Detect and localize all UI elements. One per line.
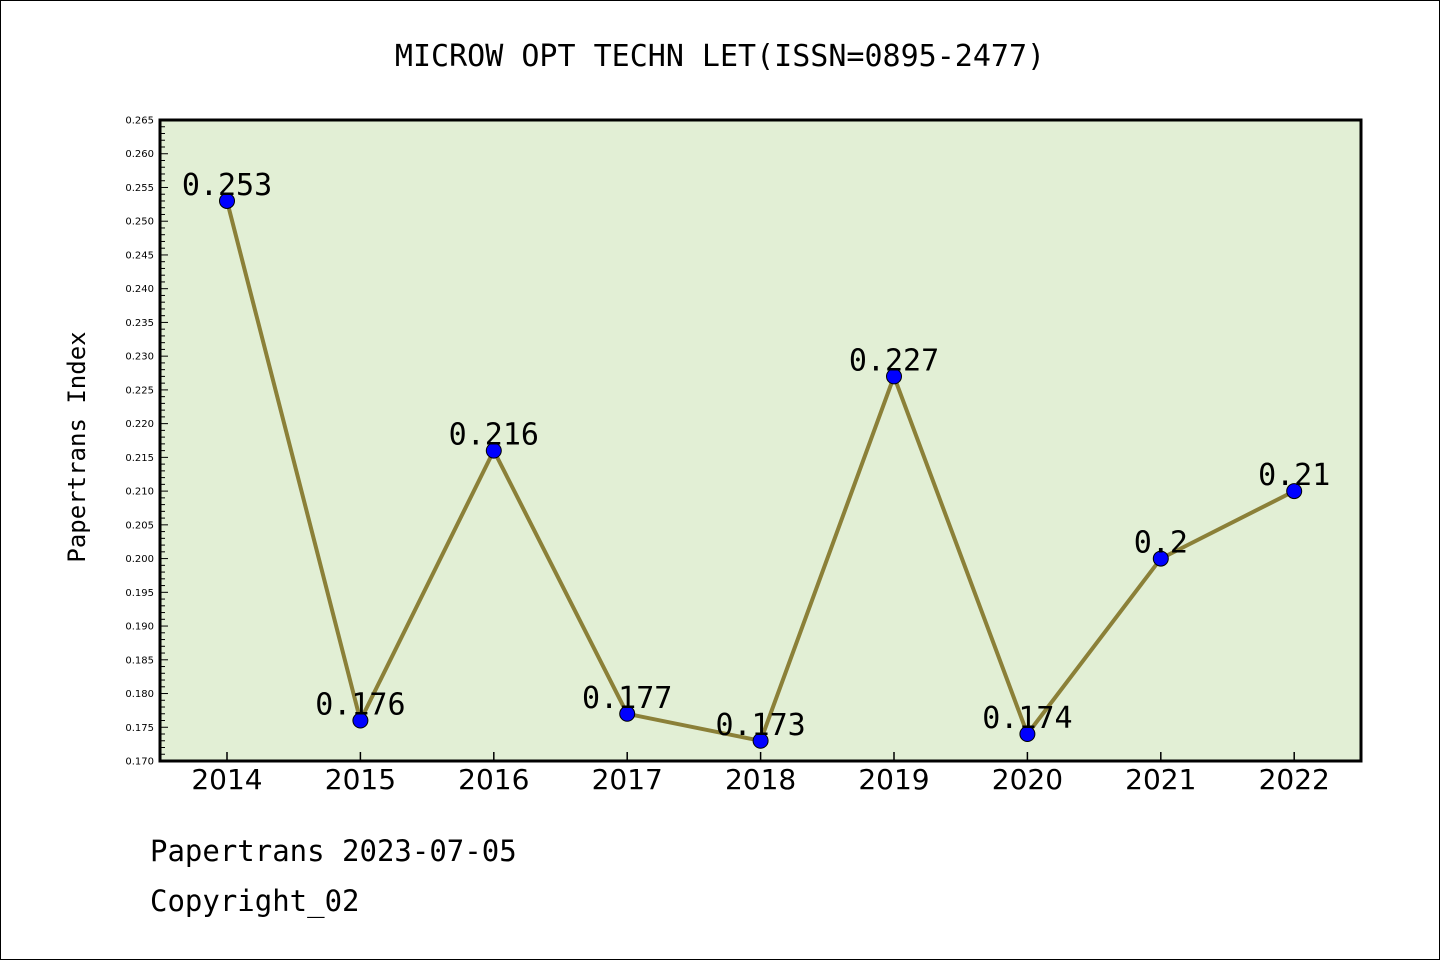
y-tick-label: 0.180 — [125, 689, 154, 700]
y-tick-label: 0.240 — [125, 284, 154, 295]
footer-copyright: Copyright_02 — [150, 884, 360, 918]
x-tick-label: 2021 — [1125, 763, 1196, 796]
y-tick-label: 0.245 — [125, 250, 154, 261]
x-axis: 2014 2015 2016 2017 2018 2019 2020 2021 2022 — [191, 752, 1330, 796]
y-tick-label: 0.175 — [125, 723, 154, 734]
x-tick-label: 2018 — [725, 763, 796, 796]
y-tick-label: 0.250 — [125, 217, 154, 228]
data-label: 0.173 — [715, 708, 805, 743]
y-tick-label: 0.185 — [125, 655, 154, 666]
y-tick-label: 0.260 — [125, 149, 154, 160]
data-point — [619, 705, 636, 722]
y-tick-label: 0.225 — [125, 385, 154, 396]
x-tick-label: 2017 — [592, 763, 663, 796]
data-label: 0.177 — [582, 681, 672, 716]
x-tick-label: 2016 — [458, 763, 529, 796]
x-tick-label: 2022 — [1259, 763, 1330, 796]
data-point — [485, 442, 502, 459]
data-label: 0.2 — [1134, 526, 1188, 561]
y-tick-label: 0.220 — [125, 419, 154, 430]
y-tick-label: 0.265 — [125, 116, 154, 127]
x-tick-label: 2015 — [325, 763, 396, 796]
x-tick-label: 2014 — [191, 763, 262, 796]
y-tick-label: 0.205 — [125, 520, 154, 531]
data-label: 0.253 — [182, 168, 272, 203]
data-point — [1019, 726, 1036, 743]
y-tick-label: 0.170 — [125, 757, 154, 768]
data-point — [886, 368, 902, 385]
data-label: 0.174 — [982, 701, 1072, 736]
y-tick-label: 0.235 — [125, 318, 154, 329]
y-axis-label: Papertrans Index — [63, 331, 91, 562]
x-tick-label: 2020 — [992, 763, 1063, 796]
data-point — [752, 732, 769, 749]
footer-date: Papertrans 2023-07-05 — [150, 834, 517, 868]
y-tick-label: 0.210 — [125, 487, 154, 498]
y-axis: 0.170 0.175 0.180 0.185 0.190 0.195 0.200 0.205… — [125, 116, 168, 768]
data-point — [1152, 550, 1169, 567]
y-tick-label: 0.230 — [125, 352, 154, 363]
y-tick-label: 0.255 — [125, 183, 154, 194]
data-label: 0.227 — [849, 343, 939, 378]
chart-title: MICROW OPT TECHN LET(ISSN=0895-2477) — [395, 39, 1045, 74]
data-points — [219, 192, 1303, 749]
data-label: 0.176 — [315, 688, 405, 723]
y-tick-label: 0.200 — [125, 554, 154, 565]
data-point — [352, 712, 369, 729]
y-tick-label: 0.190 — [125, 622, 154, 633]
data-label: 0.216 — [449, 418, 539, 453]
y-tick-label: 0.195 — [125, 588, 154, 599]
data-point — [1286, 483, 1303, 500]
plot-area — [158, 118, 1363, 763]
data-labels: 0.253 0.176 0.216 0.177 0.173 0.227 0.174 0.2 0.… — [182, 168, 1330, 743]
data-point — [219, 192, 235, 209]
y-tick-label: 0.215 — [125, 453, 154, 464]
data-label: 0.21 — [1258, 458, 1330, 493]
x-tick-label: 2019 — [858, 763, 929, 796]
